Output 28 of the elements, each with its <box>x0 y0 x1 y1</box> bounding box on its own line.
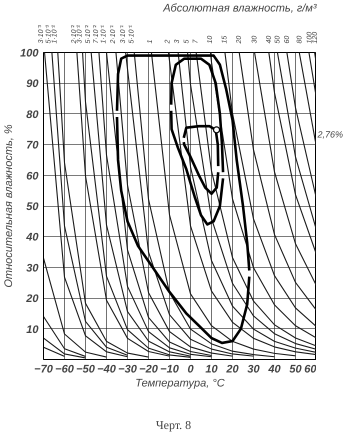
x-tick-label: 10 <box>205 364 218 376</box>
x-tick-label: −20 <box>139 364 159 376</box>
x-tick-label: 40 <box>267 364 282 376</box>
y-tick-label: 40 <box>25 232 40 244</box>
x-tick-label: −50 <box>76 364 96 376</box>
y-tick-label: 90 <box>26 78 40 90</box>
x-tick-label: 30 <box>247 364 260 376</box>
x-tick-label: −70 <box>34 364 54 376</box>
y-axis-title: Относительная влажность, % <box>3 124 16 288</box>
y-tick-label: 60 <box>26 170 40 182</box>
y-tick-label: 80 <box>26 108 40 121</box>
x-tick-label: −10 <box>160 364 180 376</box>
x-tick-label: −30 <box>118 364 138 376</box>
x-tick-label: 0 <box>187 364 194 376</box>
x-tick-label: −60 <box>55 364 75 376</box>
x-tick-label: −40 <box>97 364 117 376</box>
y-tick-label: 20 <box>25 293 40 306</box>
text: Черт. 8 <box>156 418 192 432</box>
x-axis-title: Температура, °C <box>135 378 225 390</box>
x-tick-label: 20 <box>225 364 240 376</box>
y-tick-label: 100 <box>20 48 40 60</box>
x-tick-label: 50 <box>289 364 302 376</box>
y-tick-label: 50 <box>26 201 40 213</box>
y-tick-label: 10 <box>26 324 40 336</box>
text: 2,76% <box>316 130 344 140</box>
y-tick-label: 30 <box>26 262 40 274</box>
y-tick-label: 70 <box>26 140 40 152</box>
chart-title: Абсолютная влажность, г/м³ <box>162 2 317 14</box>
